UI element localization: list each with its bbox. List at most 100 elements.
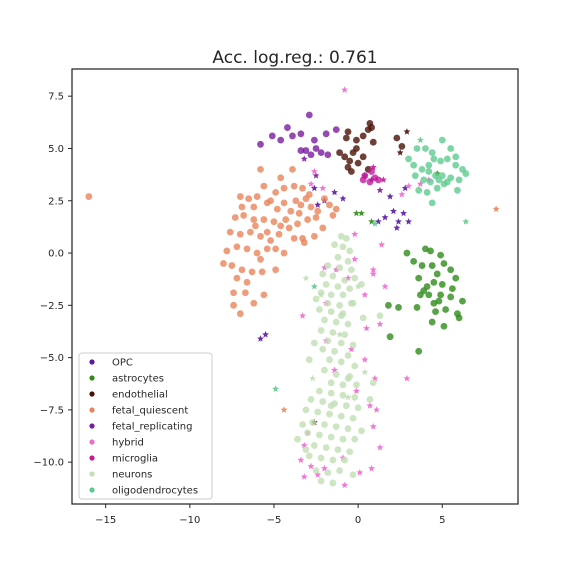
- star-hybrid: [363, 324, 370, 332]
- point-neurons: [346, 285, 354, 292]
- point-astrocytes: [428, 262, 436, 269]
- point-astrocytes: [418, 262, 426, 269]
- point-fetal-quiescent: [304, 216, 312, 223]
- point-astrocytes: [428, 318, 436, 326]
- point-fetal-quiescent: [307, 203, 315, 211]
- point-oligodendrocytes: [428, 199, 436, 207]
- star-fetal-replicating: [312, 172, 320, 179]
- star-hybrid: [369, 270, 377, 277]
- point-fetal-replicating: [324, 151, 332, 159]
- point-neurons: [324, 262, 332, 269]
- star-neurons: [344, 393, 352, 401]
- point-astrocytes: [440, 322, 448, 330]
- point-astrocytes: [448, 285, 456, 292]
- star-microglia: [379, 176, 387, 183]
- star-fetal-replicating: [376, 186, 384, 194]
- x-tick-label: −15: [95, 515, 116, 526]
- point-astrocytes: [452, 274, 460, 282]
- point-fetal-quiescent: [250, 299, 258, 307]
- point-astrocytes: [386, 333, 394, 341]
- star-oligodendrocytes: [371, 220, 379, 227]
- point-fetal-quiescent: [236, 310, 244, 318]
- point-fetal-replicating: [310, 136, 318, 144]
- star-opc: [262, 331, 269, 338]
- point-fetal-quiescent: [257, 255, 264, 263]
- point-endothelial: [336, 149, 343, 157]
- point-oligodendrocytes: [454, 186, 461, 194]
- point-fetal-quiescent: [290, 182, 298, 190]
- point-fetal-quiescent: [321, 195, 328, 203]
- point-astrocytes: [442, 306, 450, 313]
- point-oligodendrocytes: [437, 157, 444, 165]
- point-neurons: [326, 410, 333, 418]
- point-oligodendrocytes: [438, 136, 446, 144]
- star-hybrid: [405, 182, 413, 190]
- point-neurons: [304, 429, 312, 437]
- point-fetal-quiescent: [277, 222, 285, 230]
- legend-label-opc: OPC: [112, 358, 133, 369]
- star-oligodendrocytes: [462, 218, 470, 225]
- star-opc: [386, 192, 394, 200]
- star-hybrid: [341, 86, 349, 93]
- point-neurons: [316, 431, 323, 439]
- point-oligodendrocytes: [415, 186, 423, 194]
- star-opc: [257, 335, 264, 342]
- point-oligodendrocytes: [427, 178, 434, 186]
- point-neurons: [354, 404, 362, 412]
- point-endothelial: [344, 128, 352, 136]
- legend-marker-hybrid: [89, 439, 95, 445]
- point-fetal-quiescent: [257, 165, 264, 173]
- point-astrocytes: [437, 291, 444, 299]
- point-oligodendrocytes: [440, 180, 448, 188]
- point-fetal-quiescent: [319, 224, 327, 232]
- point-fetal-quiescent: [277, 174, 285, 182]
- point-neurons: [322, 281, 330, 288]
- point-neurons: [334, 253, 342, 261]
- point-endothelial: [368, 124, 375, 131]
- point-neurons: [302, 406, 310, 414]
- point-fetal-quiescent: [289, 165, 296, 173]
- point-neurons: [358, 427, 365, 435]
- point-oligodendrocytes: [425, 168, 433, 175]
- point-oligodendrocytes: [443, 155, 451, 163]
- point-fetal-quiescent: [230, 289, 237, 297]
- point-neurons: [351, 362, 359, 370]
- legend-label-fetal-replicating: fetal_replicating: [112, 422, 192, 433]
- point-neurons: [317, 454, 325, 462]
- point-neurons: [321, 366, 328, 374]
- point-astrocytes: [385, 301, 392, 309]
- point-fetal-quiescent: [253, 249, 261, 257]
- point-fetal-quiescent: [245, 195, 253, 203]
- point-astrocytes: [438, 281, 446, 288]
- point-neurons: [349, 414, 357, 422]
- legend-marker-opc: [89, 359, 95, 365]
- point-endothelial: [347, 168, 355, 175]
- point-astrocytes: [415, 274, 423, 282]
- point-neurons: [324, 469, 332, 477]
- point-fetal-quiescent: [250, 203, 258, 211]
- star-neurons: [361, 368, 369, 376]
- point-neurons: [346, 247, 354, 255]
- point-microglia: [368, 168, 375, 175]
- point-astrocytes: [415, 347, 423, 355]
- point-oligodendrocytes: [433, 184, 441, 192]
- point-fetal-replicating: [277, 136, 285, 144]
- point-neurons: [351, 393, 359, 401]
- star-endothelial: [396, 149, 404, 156]
- y-tick-label: −2.5: [40, 301, 64, 312]
- point-neurons: [317, 477, 325, 485]
- point-neurons: [336, 467, 343, 474]
- point-endothelial: [353, 136, 360, 144]
- legend-marker-oligodendrocytes: [89, 487, 95, 493]
- point-fetal-quiescent: [312, 214, 320, 221]
- point-neurons: [327, 389, 335, 397]
- star-hybrid: [398, 190, 406, 198]
- point-fetal-quiescent: [241, 289, 249, 297]
- point-fetal-quiescent: [260, 216, 268, 223]
- star-neurons: [317, 291, 325, 298]
- point-microglia: [374, 176, 382, 184]
- point-neurons: [309, 419, 317, 426]
- star-hybrid: [356, 469, 364, 476]
- point-fetal-quiescent: [85, 193, 93, 200]
- point-astrocytes: [433, 270, 441, 278]
